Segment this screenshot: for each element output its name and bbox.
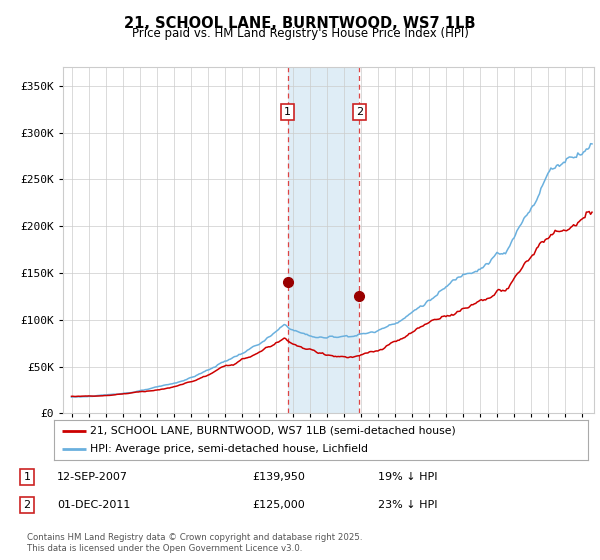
Text: Contains HM Land Registry data © Crown copyright and database right 2025.
This d: Contains HM Land Registry data © Crown c…	[27, 533, 362, 553]
Bar	[287, 67, 359, 413]
Text: £139,950: £139,950	[252, 472, 305, 482]
Text: 21, SCHOOL LANE, BURNTWOOD, WS7 1LB (semi-detached house): 21, SCHOOL LANE, BURNTWOOD, WS7 1LB (sem…	[91, 426, 456, 436]
Text: 12-SEP-2007: 12-SEP-2007	[57, 472, 128, 482]
Text: HPI: Average price, semi-detached house, Lichfield: HPI: Average price, semi-detached house,…	[91, 445, 368, 454]
Text: £125,000: £125,000	[252, 500, 305, 510]
Text: 2: 2	[356, 107, 363, 117]
Text: 01-DEC-2011: 01-DEC-2011	[57, 500, 130, 510]
Text: 23% ↓ HPI: 23% ↓ HPI	[378, 500, 437, 510]
Text: 21, SCHOOL LANE, BURNTWOOD, WS7 1LB: 21, SCHOOL LANE, BURNTWOOD, WS7 1LB	[124, 16, 476, 31]
Text: 1: 1	[284, 107, 291, 117]
Text: Price paid vs. HM Land Registry's House Price Index (HPI): Price paid vs. HM Land Registry's House …	[131, 27, 469, 40]
Text: 2: 2	[23, 500, 31, 510]
Text: 1: 1	[23, 472, 31, 482]
Text: 19% ↓ HPI: 19% ↓ HPI	[378, 472, 437, 482]
